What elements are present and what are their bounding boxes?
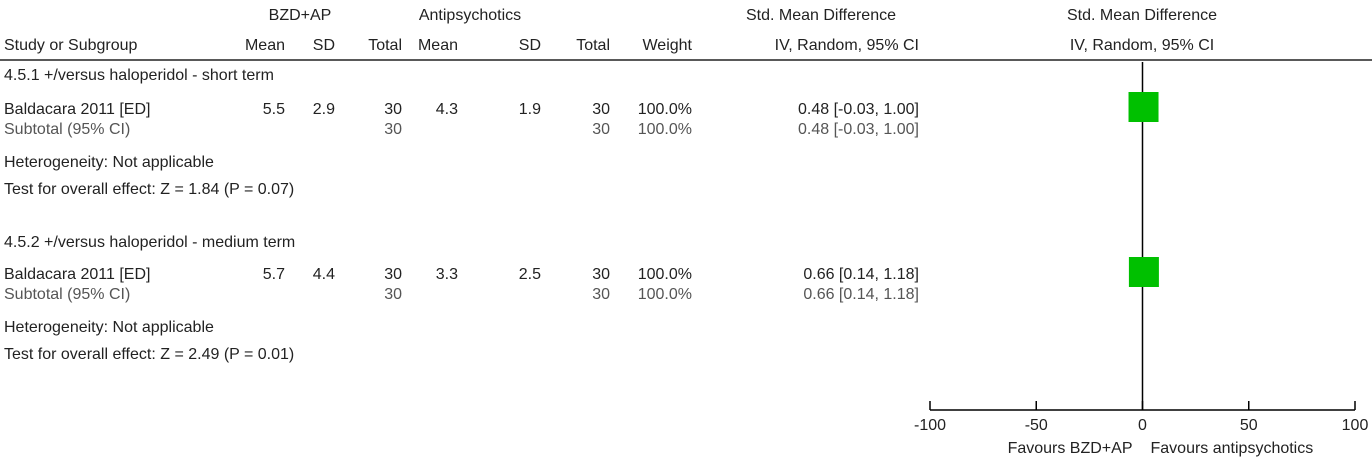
subtotal-2-label: Subtotal (95% CI)	[4, 286, 130, 303]
x-tick-label-3: 50	[1240, 417, 1258, 434]
study-1-weight: 100.0%	[638, 101, 692, 118]
subgroup-2-heterogeneity: Heterogeneity: Not applicable	[4, 319, 214, 336]
study-2-mean1: 5.7	[263, 266, 285, 283]
study-2-mean2: 3.3	[436, 266, 458, 283]
subgroup-1-heterogeneity: Heterogeneity: Not applicable	[4, 154, 214, 171]
sd2-column-header: SD	[519, 37, 541, 54]
subtotal-1-total1: 30	[384, 121, 402, 138]
favours-left-label: Favours BZD+AP	[1008, 440, 1133, 457]
subtotal-2-ci: 0.66 [0.14, 1.18]	[803, 286, 919, 303]
subgroup-1: 4.5.1 +/versus haloperidol - short term …	[4, 67, 919, 198]
x-tick-label-2: 0	[1138, 417, 1147, 434]
plot-title-header: Std. Mean Difference	[1067, 7, 1217, 24]
study-2-total1: 30	[384, 266, 402, 283]
study-2-ci: 0.66 [0.14, 1.18]	[803, 266, 919, 283]
subtotal-1-ci: 0.48 [-0.03, 1.00]	[798, 121, 919, 138]
forest-plot-area: -100 -50 0 50 100 Favours BZD+AP Favours antip…	[914, 62, 1368, 457]
favours-right-label: Favours antipsychotics	[1151, 440, 1314, 457]
study-1-total2: 30	[592, 101, 610, 118]
study-1-sd1: 2.9	[313, 101, 335, 118]
study-1-mean2: 4.3	[436, 101, 458, 118]
total1-column-header: Total	[368, 37, 402, 54]
study-1-sd2: 1.9	[519, 101, 541, 118]
plot-method-header: IV, Random, 95% CI	[1070, 37, 1214, 54]
subgroup-1-overall-effect: Test for overall effect: Z = 1.84 (P = 0…	[4, 181, 294, 198]
subtotal-2-total2: 30	[592, 286, 610, 303]
subgroup-2-overall-effect: Test for overall effect: Z = 2.49 (P = 0…	[4, 346, 294, 363]
weight-column-header: Weight	[642, 37, 692, 54]
group2-header: Antipsychotics	[419, 7, 521, 24]
study-2-sd1: 4.4	[313, 266, 335, 283]
study-2-sd2: 2.5	[519, 266, 541, 283]
subtotal-1-weight: 100.0%	[638, 121, 692, 138]
effect-marker-1	[1128, 92, 1159, 122]
study-1-mean1: 5.5	[263, 101, 285, 118]
study-1-total1: 30	[384, 101, 402, 118]
subtotal-1-total2: 30	[592, 121, 610, 138]
x-tick-label-0: -100	[914, 417, 946, 434]
subgroup-2: 4.5.2 +/versus haloperidol - medium term…	[4, 234, 919, 363]
subgroup-2-title: 4.5.2 +/versus haloperidol - medium term	[4, 234, 295, 251]
sd1-column-header: SD	[313, 37, 335, 54]
mean2-column-header: Mean	[418, 37, 458, 54]
subtotal-1-label: Subtotal (95% CI)	[4, 121, 130, 138]
subtotal-2-weight: 100.0%	[638, 286, 692, 303]
x-tick-label-4: 100	[1342, 417, 1369, 434]
study-2-weight: 100.0%	[638, 266, 692, 283]
study-column-header: Study or Subgroup	[4, 37, 138, 54]
effect-title-header: Std. Mean Difference	[746, 7, 896, 24]
x-tick-label-1: -50	[1025, 417, 1048, 434]
study-1-ci: 0.48 [-0.03, 1.00]	[798, 101, 919, 118]
subgroup-1-title: 4.5.1 +/versus haloperidol - short term	[4, 67, 274, 84]
study-2-total2: 30	[592, 266, 610, 283]
study-1-name: Baldacara 2011 [ED]	[4, 101, 150, 118]
mean1-column-header: Mean	[245, 37, 285, 54]
subtotal-2-total1: 30	[384, 286, 402, 303]
effect-marker-2	[1128, 257, 1159, 287]
group1-header: BZD+AP	[269, 7, 332, 24]
effect-method-header: IV, Random, 95% CI	[775, 37, 919, 54]
study-2-name: Baldacara 2011 [ED]	[4, 266, 150, 283]
total2-column-header: Total	[576, 37, 610, 54]
